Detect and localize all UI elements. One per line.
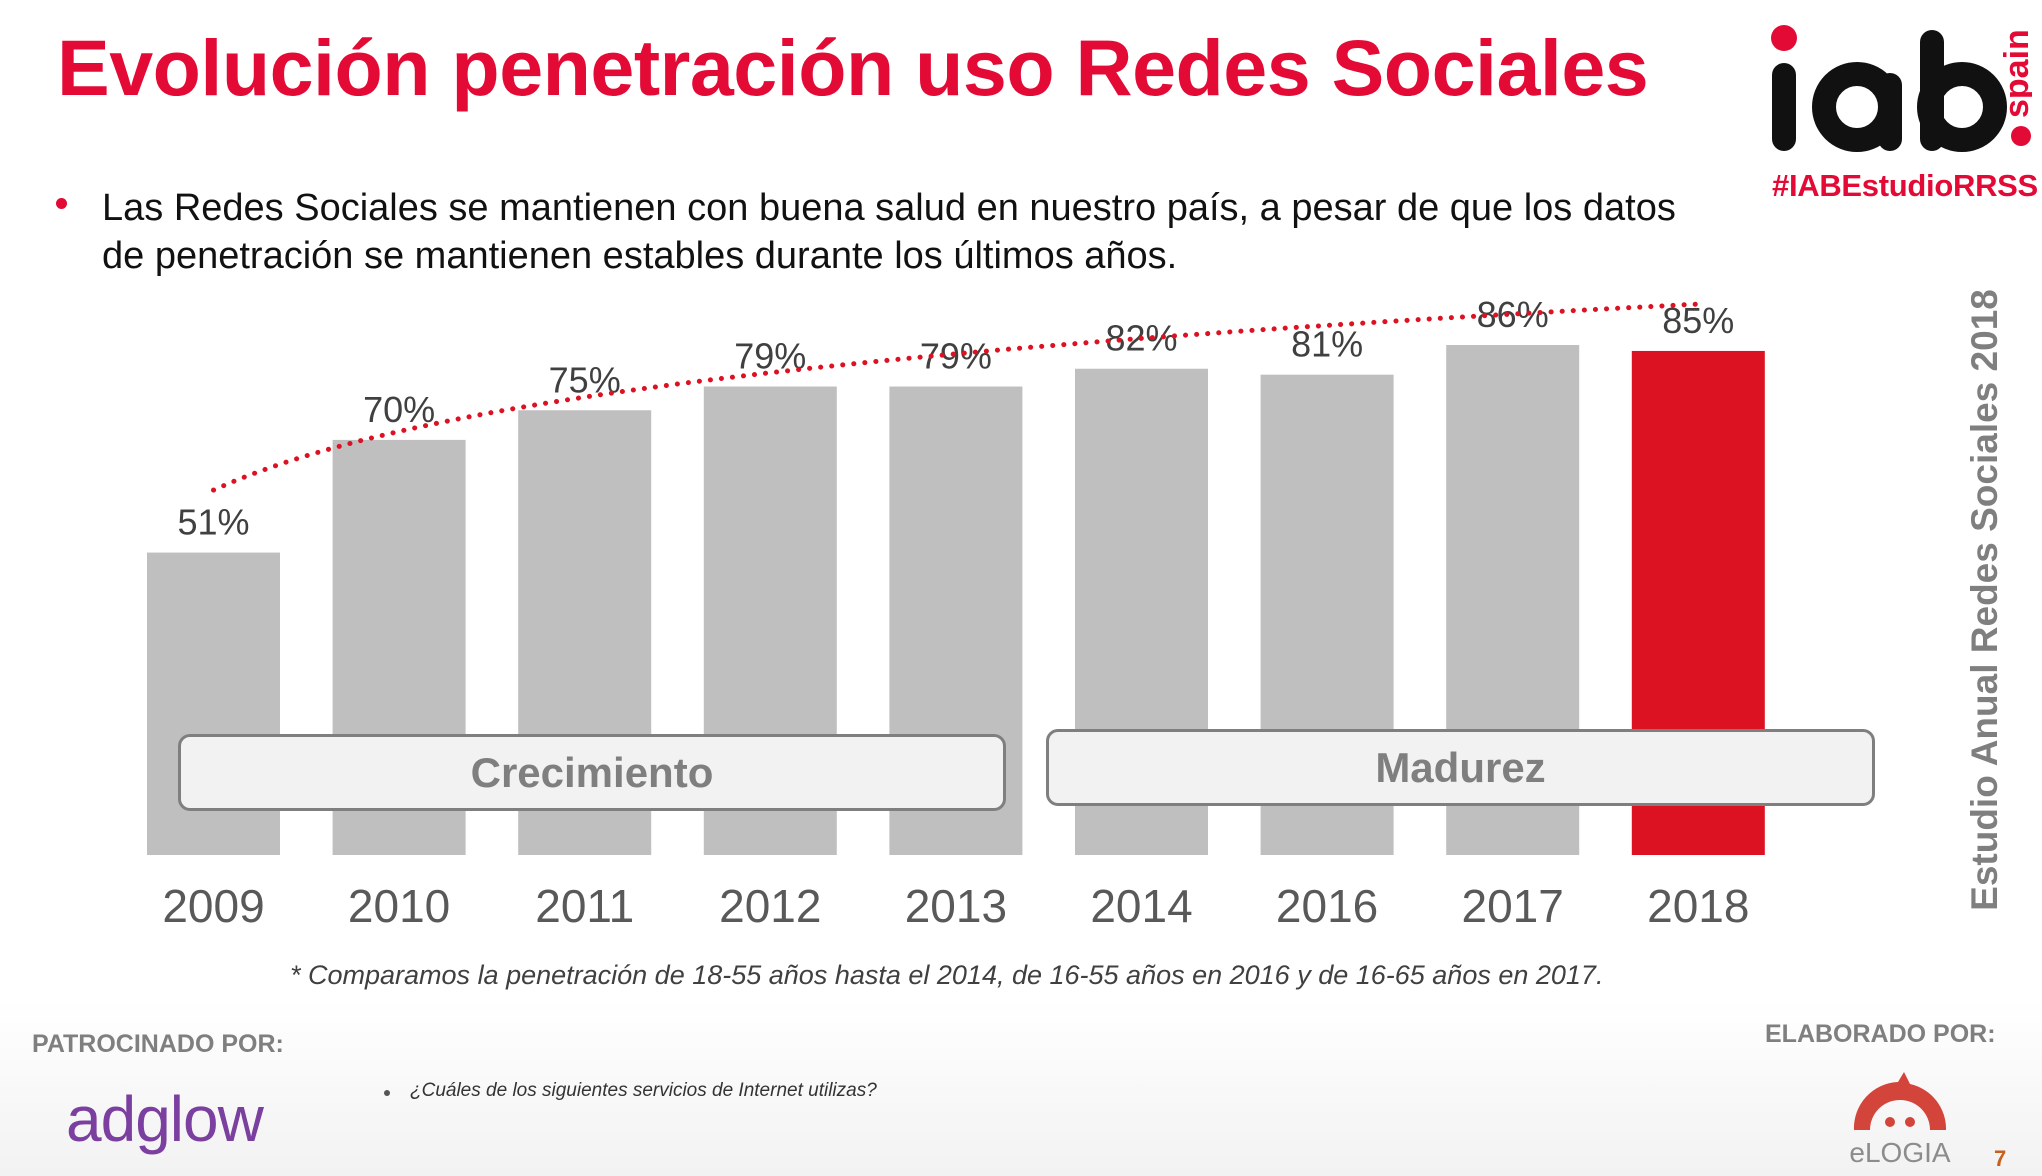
year-label-2011: 2011 xyxy=(535,880,634,932)
year-label-2012: 2012 xyxy=(719,880,821,932)
iab-spain-logo: spain xyxy=(1771,25,2032,152)
survey-question: ¿Cuáles de los siguientes servicios de I… xyxy=(410,1080,877,1101)
value-label-2010: 70% xyxy=(363,389,435,430)
value-label-2011: 75% xyxy=(549,359,621,400)
value-labels-group: 51%70%75%79% 79% 82% 81%86% 85% xyxy=(177,294,1734,543)
elogia-logo: eLOGIA xyxy=(1849,1072,1951,1168)
page-title: Evolución penetración uso Redes Sociales xyxy=(57,23,1649,112)
elogia-head-icon xyxy=(1853,1072,1947,1130)
footnote: * Comparamos la penetración de 18-55 año… xyxy=(290,960,1604,990)
adglow-logo: adglow xyxy=(66,1083,264,1155)
question-bullet-icon xyxy=(384,1090,390,1096)
year-label-2010: 2010 xyxy=(348,880,450,932)
year-labels-group: 2009 2010 2011 2012 2013 2014 2016 2017 2018 xyxy=(162,880,1749,932)
phase-box-madurez: Madurez xyxy=(1046,729,1875,806)
year-label-2017: 2017 xyxy=(1462,880,1564,932)
sponsor-label: PATROCINADO POR: xyxy=(32,1030,284,1058)
value-label-2016: 81% xyxy=(1291,324,1363,365)
value-label-2012: 79% xyxy=(734,336,806,377)
logo-letter-i xyxy=(1772,63,1796,151)
bullet-icon xyxy=(56,198,67,209)
elaborated-label: ELABORADO POR: xyxy=(1765,1020,1996,1048)
year-label-2009: 2009 xyxy=(162,880,264,932)
year-label-2014: 2014 xyxy=(1090,880,1192,932)
year-label-2018: 2018 xyxy=(1647,880,1749,932)
page-number: 7 xyxy=(1994,1146,2007,1171)
year-label-2013: 2013 xyxy=(905,880,1007,932)
hashtag: #IABEstudioRRSS xyxy=(1772,168,2038,203)
trendline xyxy=(211,301,1701,493)
bullet-text: Las Redes Sociales se mantienen con buen… xyxy=(102,187,1676,277)
footer-background xyxy=(0,1000,2042,1176)
year-label-2016: 2016 xyxy=(1276,880,1378,932)
elogia-wordmark: eLOGIA xyxy=(1849,1137,1950,1168)
logo-dot-icon xyxy=(1771,25,1797,51)
value-label-2009: 51% xyxy=(177,502,249,543)
logo-suffix: spain xyxy=(1998,29,2032,118)
phase-box-crecimiento: Crecimiento xyxy=(178,734,1006,811)
value-label-2017: 86% xyxy=(1477,294,1549,335)
